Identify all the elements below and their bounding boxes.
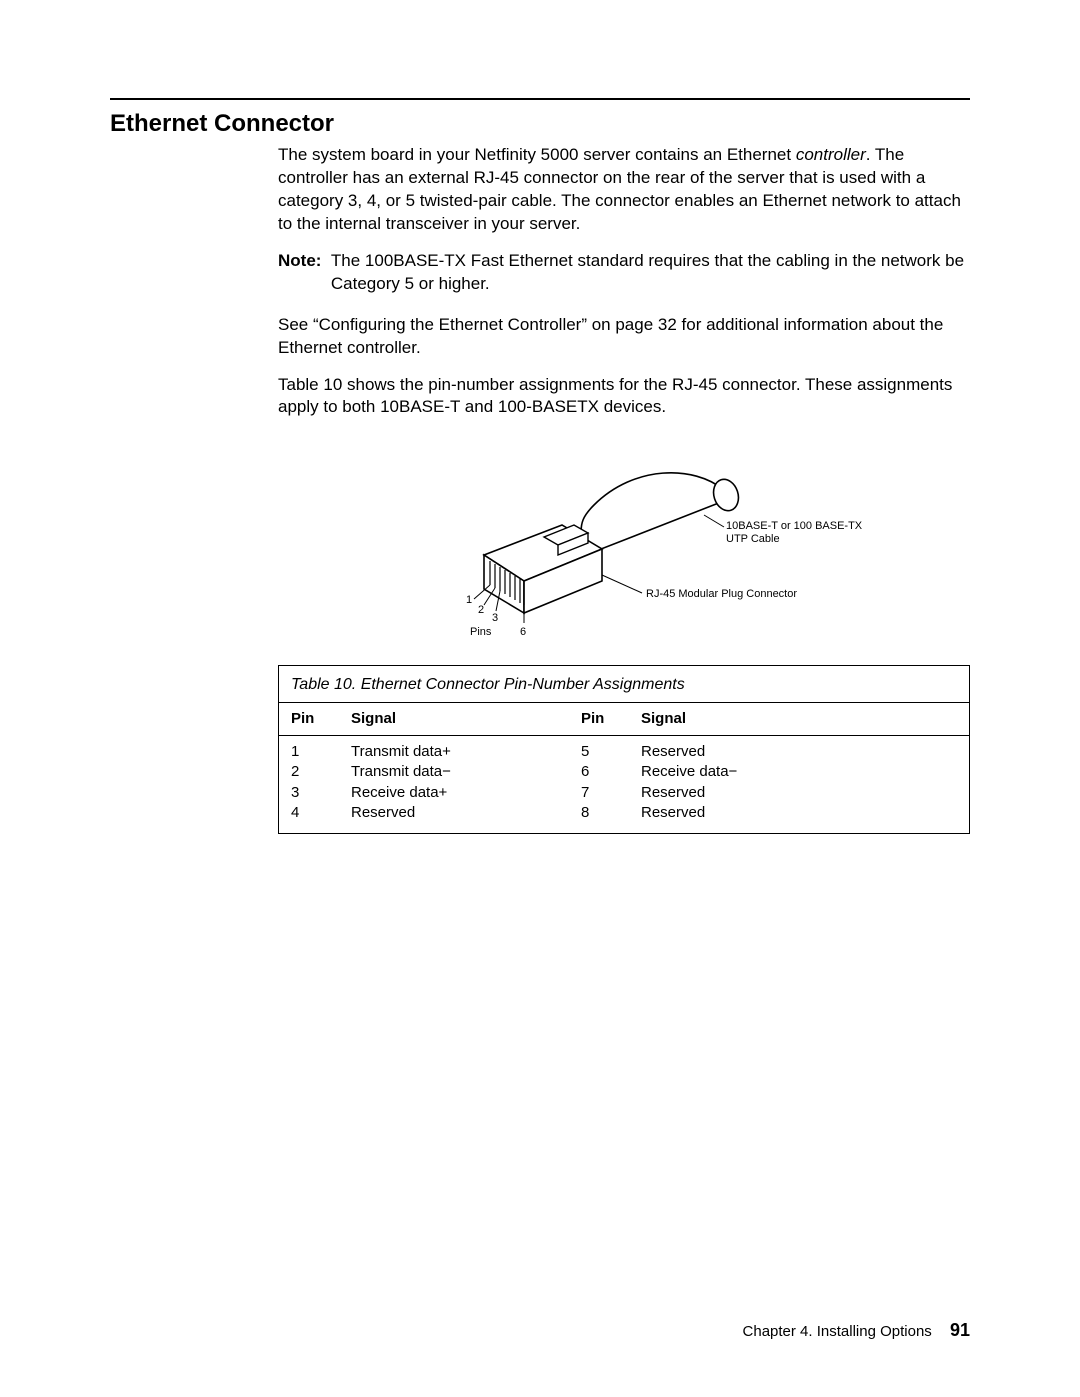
pins-word: Pins [470, 626, 492, 638]
figure: 1 2 3 6 Pins 10BASE-T or 100 BASE-TX UTP… [278, 445, 970, 645]
cell-signal: Reserved [351, 803, 581, 823]
cell-signal: Reserved [641, 803, 957, 823]
pin-label-2: 2 [478, 604, 484, 616]
footer-chapter: Chapter 4. Installing Options [743, 1323, 932, 1340]
cell-pin: 8 [581, 803, 641, 823]
page: Ethernet Connector The system board in y… [0, 0, 1080, 1397]
cell-pin: 1 [291, 742, 351, 762]
note-body: The 100BASE-TX Fast Ethernet standard re… [331, 250, 970, 296]
cable-label-2: UTP Cable [726, 533, 780, 545]
pin-label-6: 6 [520, 626, 526, 638]
header-pin-2: Pin [581, 709, 641, 729]
table-row: 4 Reserved 8 Reserved [291, 803, 957, 823]
table-row: 1 Transmit data+ 5 Reserved [291, 742, 957, 762]
cell-signal: Receive data− [641, 762, 957, 782]
see-reference: See “Configuring the Ethernet Controller… [278, 314, 970, 360]
table-row: 2 Transmit data− 6 Receive data− [291, 762, 957, 782]
pin-table: Table 10. Ethernet Connector Pin-Number … [278, 665, 970, 834]
cell-signal: Reserved [641, 783, 957, 803]
pin-label-3: 3 [492, 612, 498, 624]
cell-pin: 2 [291, 762, 351, 782]
cell-signal: Reserved [641, 742, 957, 762]
table-body: 1 Transmit data+ 5 Reserved 2 Transmit d… [279, 736, 969, 833]
table-header: Pin Signal Pin Signal [279, 703, 969, 736]
intro-text-italic: controller [796, 145, 866, 164]
header-signal-1: Signal [351, 709, 581, 729]
cell-pin: 5 [581, 742, 641, 762]
cell-pin: 4 [291, 803, 351, 823]
pin-label-1: 1 [466, 594, 472, 606]
page-footer: Chapter 4. Installing Options 91 [743, 1320, 970, 1341]
cell-pin: 3 [291, 783, 351, 803]
intro-paragraph: The system board in your Netfinity 5000 … [278, 144, 970, 236]
table-row: 3 Receive data+ 7 Reserved [291, 783, 957, 803]
header-signal-2: Signal [641, 709, 957, 729]
intro-text-pre: The system board in your Netfinity 5000 … [278, 145, 796, 164]
section-heading: Ethernet Connector [110, 110, 970, 138]
footer-page-number: 91 [950, 1320, 970, 1340]
note-block: Note: The 100BASE-TX Fast Ethernet stand… [278, 250, 970, 296]
cell-pin: 6 [581, 762, 641, 782]
cell-signal: Transmit data− [351, 762, 581, 782]
cell-signal: Transmit data+ [351, 742, 581, 762]
cell-signal: Receive data+ [351, 783, 581, 803]
note-label: Note: [278, 250, 331, 296]
header-pin-1: Pin [291, 709, 351, 729]
table-caption: Table 10. Ethernet Connector Pin-Number … [279, 666, 969, 703]
cable-label-1: 10BASE-T or 100 BASE-TX [726, 520, 863, 532]
cell-pin: 7 [581, 783, 641, 803]
plug-label: RJ-45 Modular Plug Connector [646, 588, 797, 600]
table-intro: Table 10 shows the pin-number assignment… [278, 374, 970, 420]
top-rule [110, 98, 970, 100]
rj45-diagram: 1 2 3 6 Pins 10BASE-T or 100 BASE-TX UTP… [374, 445, 874, 645]
body-block: The system board in your Netfinity 5000 … [278, 144, 970, 834]
